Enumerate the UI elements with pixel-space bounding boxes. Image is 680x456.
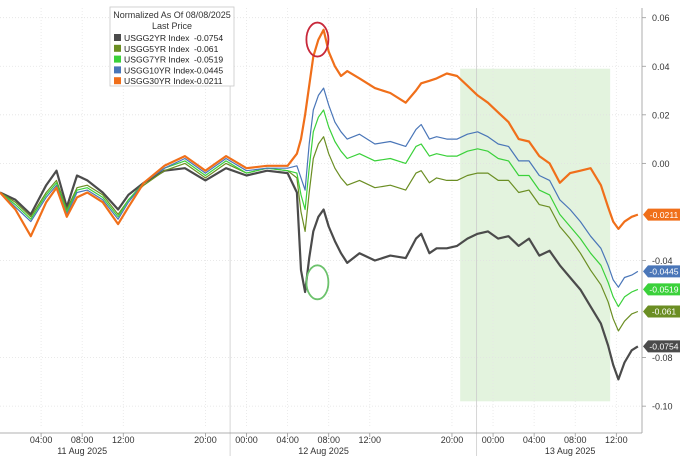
y-tick-label: -0.10 [652,402,673,412]
legend-series-name: USGG7YR Index [124,55,190,65]
legend-series-value: -0.0445 [194,65,223,75]
y-tick-label: 0.02 [652,110,670,120]
last-price-value: -0.0445 [649,267,678,277]
last-price-tag [643,340,680,353]
legend-swatch [114,34,121,41]
legend-title: Normalized As Of 08/08/2025 [113,10,231,20]
legend-swatch [114,55,121,63]
axes: -0.10 -0.08 -0.04 0.00 0.02 0.04 0.06 04:00 08:0… [0,8,673,456]
legend-swatch [114,66,121,74]
legend-series-value: -0.0754 [194,33,223,43]
x-tick-label: 20:00 [441,435,464,445]
legend-series-value: -0.061 [194,44,219,54]
series-line-usgg2yr [0,167,639,381]
annotation-circles [305,21,330,301]
last-price-tag [643,283,680,296]
last-price-value: -0.0211 [650,210,679,220]
x-tick-label: 00:00 [482,435,505,445]
last-price-labels: -0.0211 -0.0445 -0.0519 -0.061 -0.0754 [643,208,680,353]
annotation-circle [305,21,330,58]
series-line-usgg30yr [0,28,639,238]
legend-series-value: -0.0519 [194,55,223,65]
x-tick-label: 08:00 [71,435,94,445]
y-tick-label: 0.04 [652,62,670,72]
last-price-tag [643,305,680,318]
x-tick-label: 12:00 [112,435,135,445]
annotation-circle [305,264,330,301]
legend-subtitle: Last Price [152,21,192,31]
x-tick-label: 12:00 [605,435,628,445]
x-tick-label: 08:00 [564,435,587,445]
last-price-value: -0.0519 [649,285,678,295]
y-tick-label: -0.04 [652,256,673,266]
legend: Normalized As Of 08/08/2025 Last Price U… [109,6,235,87]
legend-series-name: USGG10YR Index [124,65,195,75]
x-tick-label: 00:00 [235,435,258,445]
legend-series-name: USGG30YR Index [124,76,195,86]
last-price-tag [643,265,680,278]
legend-swatch [114,77,121,85]
y-tick-label: -0.08 [652,353,673,363]
x-day-label: 13 Aug 2025 [545,446,596,456]
shaded-region [460,68,611,402]
x-tick-label: 04:00 [276,435,299,445]
x-tick-label: 04:00 [523,435,546,445]
legend-series-name: USGG2YR Index [124,33,190,43]
x-tick-label: 04:00 [30,435,53,445]
y-tick-label: 0.06 [652,13,670,23]
x-tick-label: 08:00 [317,435,340,445]
last-price-value: -0.061 [652,307,677,317]
highlight-region [460,68,611,402]
x-tick-label: 20:00 [194,435,217,445]
legend-series-value: -0.0211 [194,76,223,86]
legend-series-name: USGG5YR Index [124,44,190,54]
x-day-label: 11 Aug 2025 [57,446,107,456]
y-tick-label: 0.00 [652,159,670,169]
series-line-usgg10yr [0,87,639,288]
last-price-tag [643,208,680,221]
series-line-usgg7yr [0,109,639,308]
x-day-label: 12 Aug 2025 [298,446,349,456]
x-tick-label: 12:00 [359,435,382,445]
series-lines [0,28,639,381]
legend-swatch [114,44,121,52]
last-price-value: -0.0754 [649,342,678,352]
